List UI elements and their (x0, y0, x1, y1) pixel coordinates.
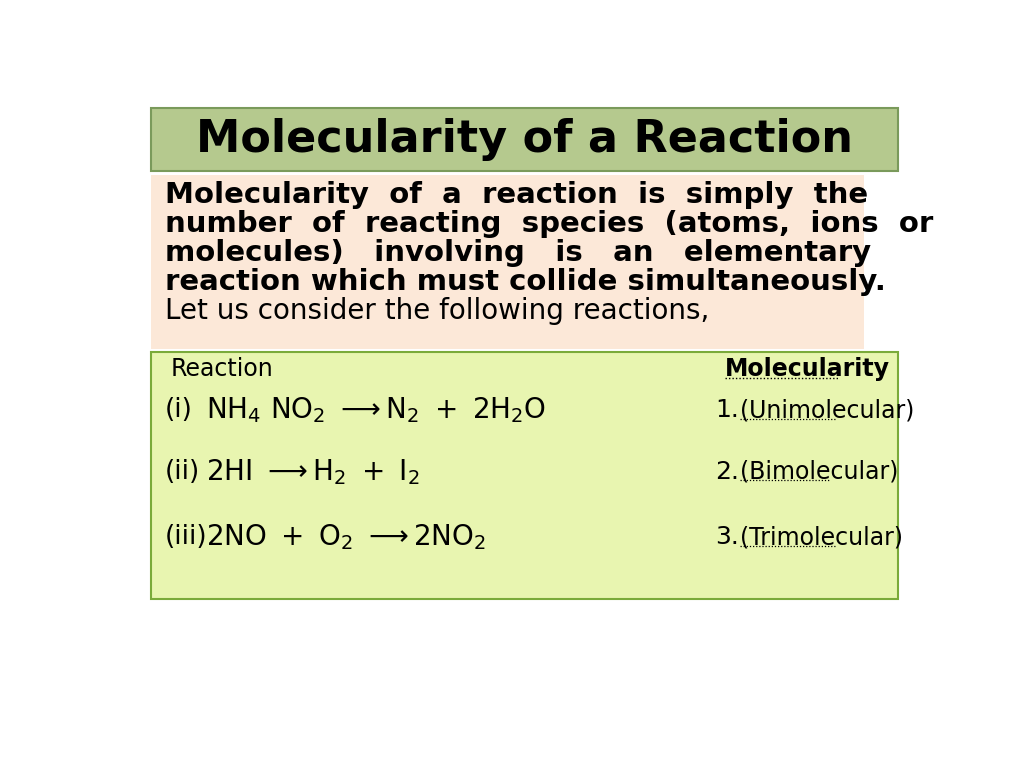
FancyBboxPatch shape (152, 108, 898, 171)
Text: molecules)   involving   is   an   elementary: molecules) involving is an elementary (165, 239, 871, 267)
Text: (ii): (ii) (165, 458, 201, 485)
Text: 3.: 3. (716, 525, 739, 549)
Text: (Bimolecular): (Bimolecular) (740, 460, 899, 484)
Text: 1.: 1. (716, 398, 739, 422)
Text: (i): (i) (165, 397, 194, 423)
Text: Reaction: Reaction (171, 357, 273, 382)
Text: (Unimolecular): (Unimolecular) (740, 398, 914, 422)
Text: Molecularity: Molecularity (725, 357, 890, 382)
FancyBboxPatch shape (152, 353, 898, 599)
Text: $\mathrm{2HI\ \longrightarrow H_2\ +\ I_2}$: $\mathrm{2HI\ \longrightarrow H_2\ +\ I_… (206, 457, 419, 487)
Text: number  of  reacting  species  (atoms,  ions  or: number of reacting species (atoms, ions … (165, 210, 934, 238)
Text: $\mathrm{2NO\ +\ O_2\ \longrightarrow 2NO_2}$: $\mathrm{2NO\ +\ O_2\ \longrightarrow 2N… (206, 522, 485, 552)
Text: (Trimolecular): (Trimolecular) (740, 525, 903, 549)
FancyBboxPatch shape (152, 175, 864, 349)
Text: Molecularity  of  a  reaction  is  simply  the: Molecularity of a reaction is simply the (165, 180, 868, 209)
Text: (iii): (iii) (165, 525, 208, 550)
Text: Molecularity of a Reaction: Molecularity of a Reaction (197, 118, 853, 161)
Text: 2.: 2. (716, 460, 739, 484)
Text: Let us consider the following reactions,: Let us consider the following reactions, (165, 297, 710, 325)
Text: $\mathrm{NH_4\ NO_2\ \longrightarrow N_2\ +\ 2H_2O}$: $\mathrm{NH_4\ NO_2\ \longrightarrow N_2… (206, 396, 546, 425)
Text: reaction which must collide simultaneously.: reaction which must collide simultaneous… (165, 268, 886, 296)
